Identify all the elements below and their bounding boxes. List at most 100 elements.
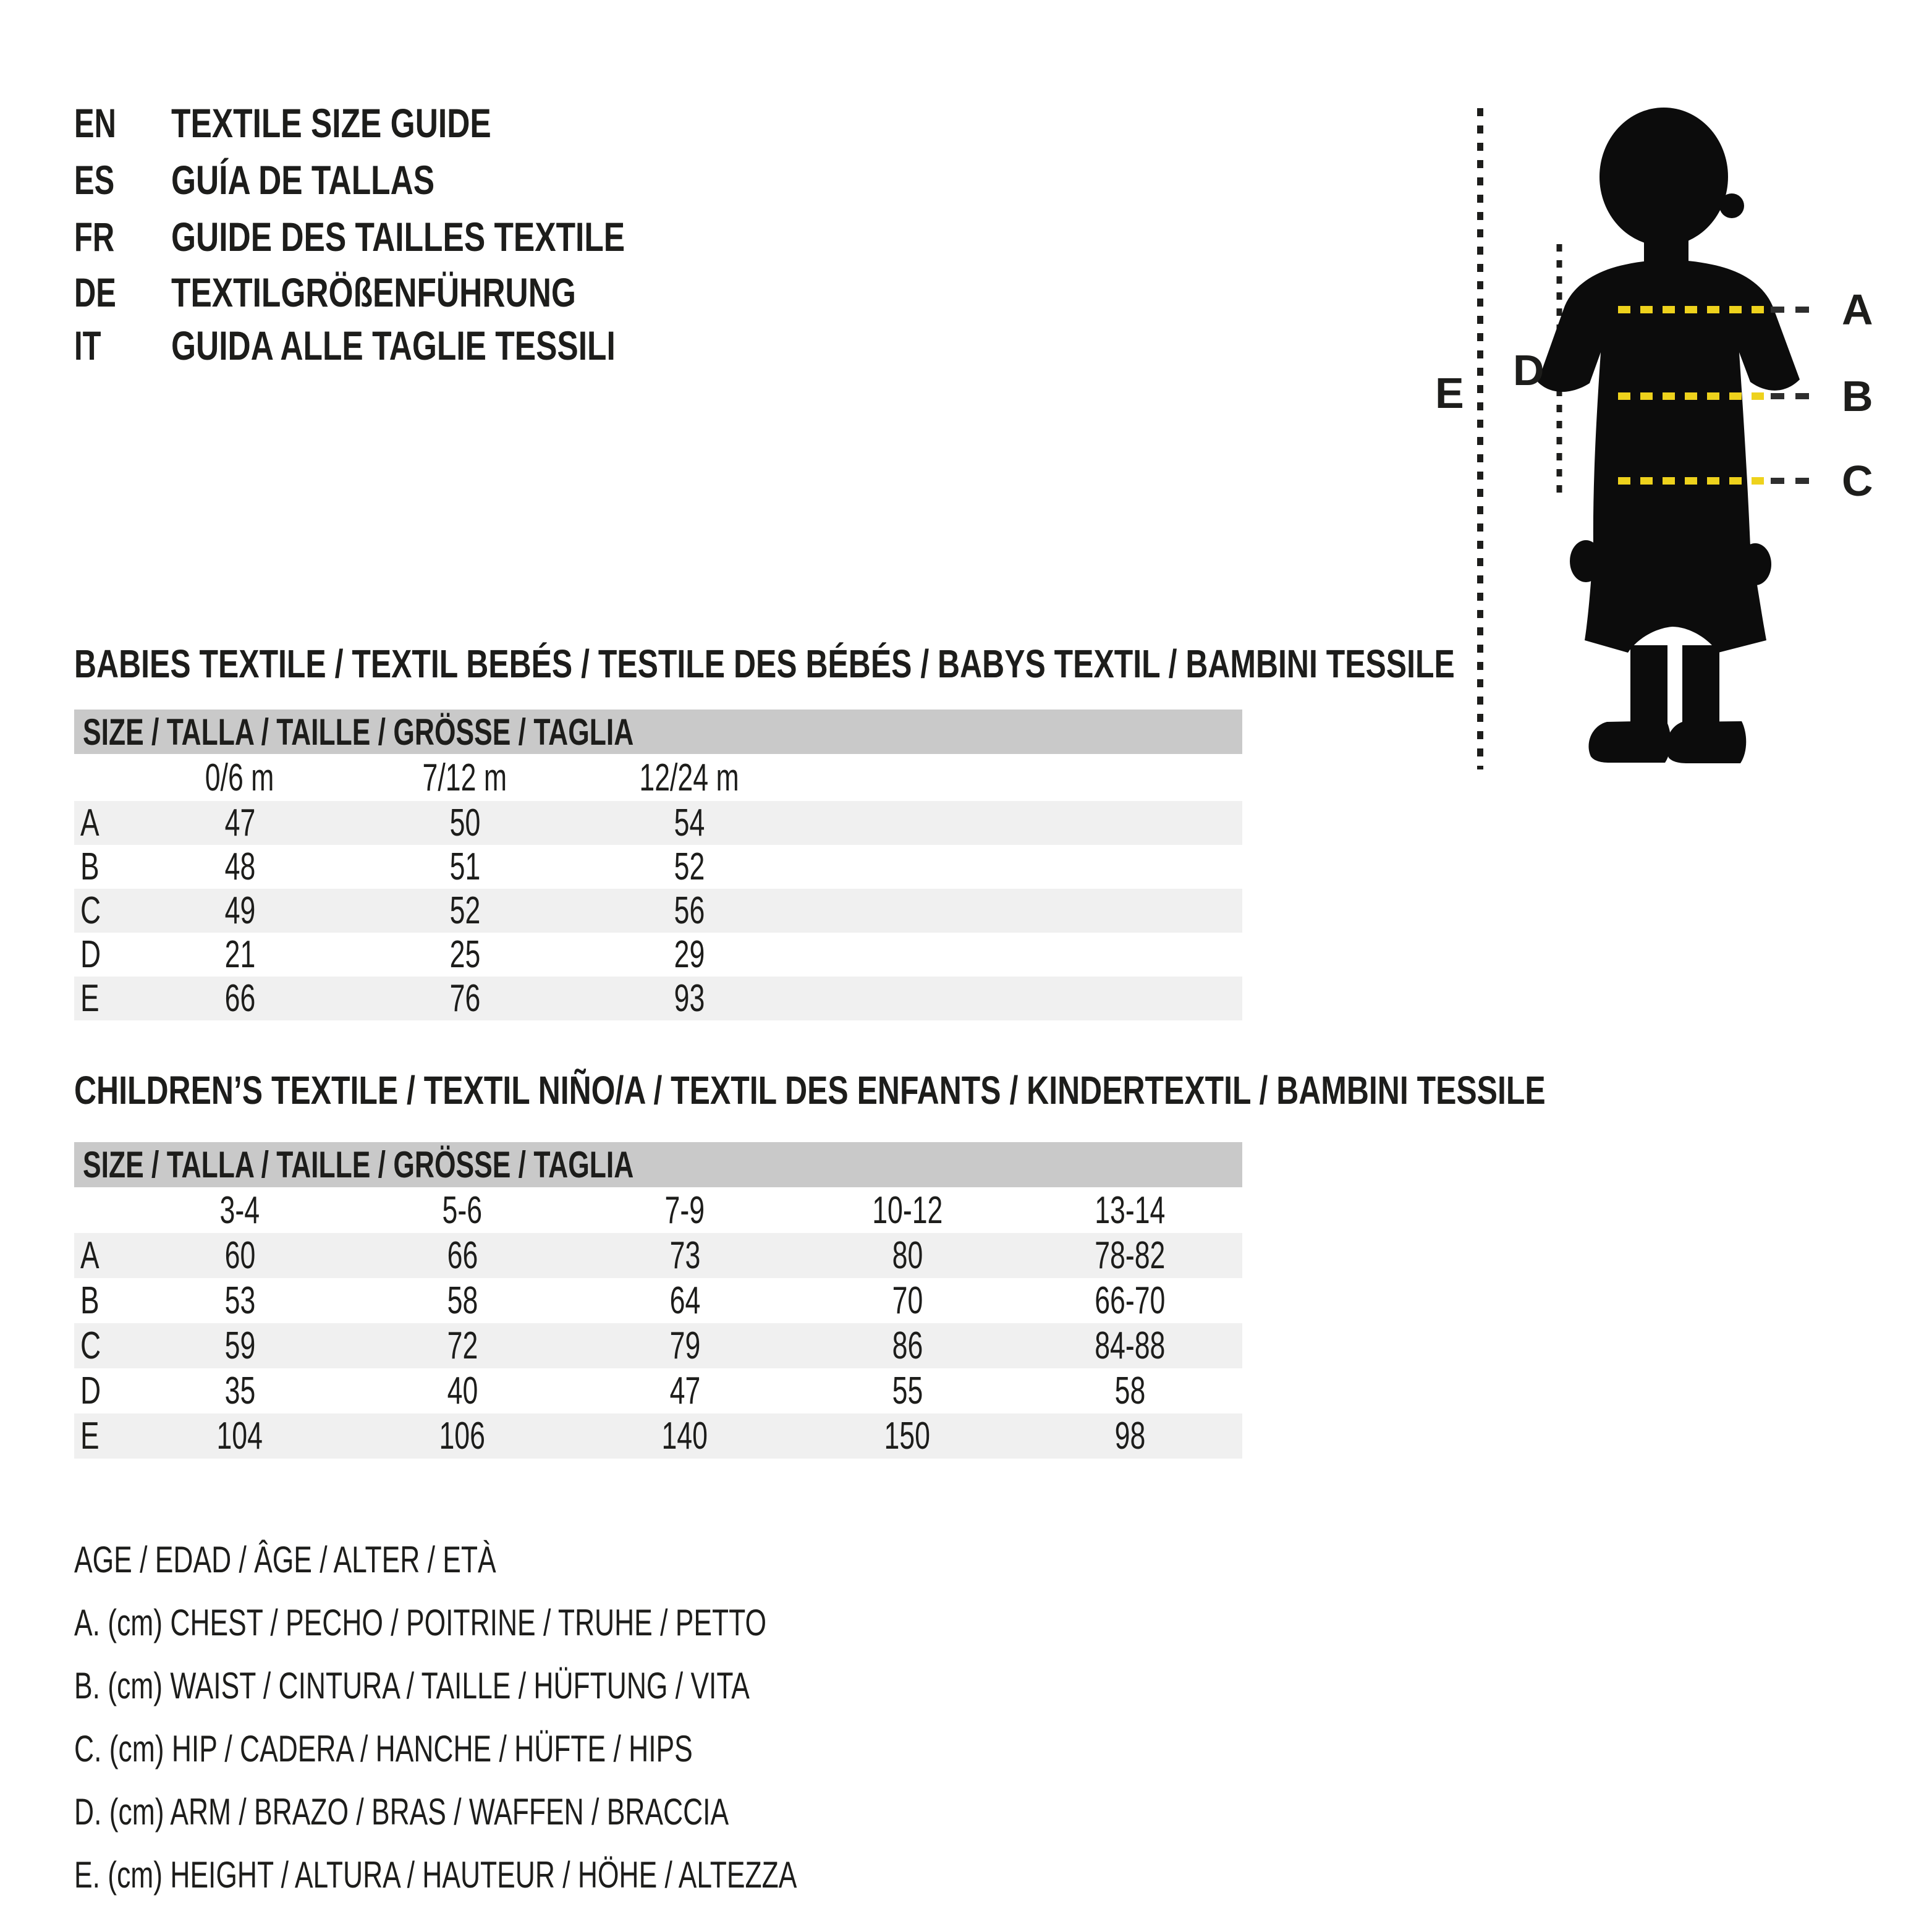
silhouette-left-shoe [1588,721,1671,763]
column-header: 12/24 m [639,756,739,799]
language-code: ES [74,157,115,203]
size-header-label: SIZE / TALLA / TAILLE / GRÖSSE / TAGLIA [83,1144,634,1185]
silhouette-ear [1719,193,1744,218]
language-list: EN TEXTILE SIZE GUIDE ES GUÍA DE TALLAS … [74,95,1001,385]
cell-value: 56 [674,889,705,932]
cell-value: 59 [224,1324,255,1367]
cell-value: 49 [224,889,255,932]
children-size-header-bar: SIZE / TALLA / TAILLE / GRÖSSE / TAGLIA [74,1142,1242,1187]
language-title: GUIDE DES TAILLES TEXTILE [171,214,625,260]
legend-line: C. (cm) HIP / CADERA / HANCHE / HÜFTE / … [74,1727,693,1769]
language-code: FR [74,214,115,260]
measurement-figure: A B C D E [1409,93,1904,788]
measure-label-c: C [1842,457,1873,505]
cell-value: 58 [447,1279,478,1322]
cell-value: 52 [449,889,480,932]
cell-value: 66 [224,977,255,1020]
cell-value: 106 [439,1415,486,1457]
silhouette-right-leg [1682,645,1719,732]
children-column-header-row: 3-4 5-6 7-9 10-12 13-14 [74,1187,1242,1233]
measure-label-a: A [1842,286,1873,334]
cell-value: 76 [449,977,480,1020]
cell-value: 52 [674,845,705,888]
babies-section-heading: BABIES TEXTILE / TEXTIL BEBÉS / TESTILE … [74,642,1455,686]
cell-value: 50 [449,802,480,844]
row-label: C [80,1324,101,1367]
language-code: EN [74,100,116,146]
silhouette-head [1599,108,1728,246]
row-label: E [80,1415,100,1457]
cell-value: 40 [447,1370,478,1412]
cell-value: 93 [674,977,705,1020]
row-label: B [80,1279,100,1322]
cell-value: 140 [661,1415,708,1457]
size-header-label: SIZE / TALLA / TAILLE / GRÖSSE / TAGLIA [83,711,634,753]
table-row: D 21 25 29 [74,933,1242,977]
measure-label-b: B [1842,372,1873,420]
column-header: 13-14 [1094,1188,1166,1232]
silhouette-left-leg [1630,645,1667,732]
language-row: IT GUIDA ALLE TAGLIE TESSILI [74,317,741,374]
legend-line: D. (cm) ARM / BRAZO / BRAS / WAFFEN / BR… [74,1790,729,1832]
measure-label-e: E [1435,369,1464,417]
table-row: E 104 106 140 150 98 [74,1413,1242,1459]
cell-value: 79 [669,1324,700,1367]
cell-value: 64 [669,1279,700,1322]
cell-value: 78-82 [1094,1234,1166,1277]
language-title: TEXTILGRÖßENFÜHRUNG [171,269,576,315]
cell-value: 80 [892,1234,923,1277]
column-header: 5-6 [442,1188,483,1232]
table-row: C 49 52 56 [74,889,1242,933]
language-title: TEXTILE SIZE GUIDE [171,100,491,146]
child-silhouette-icon [1538,108,1800,763]
measurement-figure-svg: A B C D E [1435,108,1873,769]
cell-value: 47 [669,1370,700,1412]
row-label: D [80,933,101,976]
cell-value: 58 [1114,1370,1145,1412]
language-code: IT [74,323,101,368]
cell-value: 98 [1114,1415,1145,1457]
language-row: FR GUIDE DES TAILLES TEXTILE [74,208,753,265]
cell-value: 55 [892,1370,923,1412]
silhouette-right-shoe [1666,721,1747,763]
row-label: B [80,845,100,888]
cell-value: 150 [884,1415,931,1457]
measure-label-d: D [1513,346,1544,394]
cell-value: 51 [449,845,480,888]
row-label: A [80,1234,100,1277]
table-row: D 35 40 47 55 58 [74,1368,1242,1413]
legend-line: E. (cm) HEIGHT / ALTURA / HAUTEUR / HÖHE… [74,1854,797,1896]
cell-value: 73 [669,1234,700,1277]
cell-value: 29 [674,933,705,976]
table-row: A 60 66 73 80 78-82 [74,1233,1242,1278]
cell-value: 70 [892,1279,923,1322]
cell-value: 66-70 [1094,1279,1166,1322]
language-title: GUÍA DE TALLAS [171,157,435,203]
language-title: GUIDA ALLE TAGLIE TESSILI [171,323,616,368]
column-header: 0/6 m [205,756,274,799]
cell-value: 84-88 [1094,1324,1166,1367]
table-row: E 66 76 93 [74,977,1242,1020]
column-header: 7/12 m [422,756,507,799]
cell-value: 21 [224,933,255,976]
silhouette-shirt [1538,260,1800,548]
column-header: 3-4 [219,1188,260,1232]
table-row: B 53 58 64 70 66-70 [74,1278,1242,1323]
language-row: ES GUÍA DE TALLAS [74,151,509,208]
row-label: C [80,889,101,932]
cell-value: 66 [447,1234,478,1277]
cell-value: 72 [447,1324,478,1367]
children-section-heading: CHILDREN’S TEXTILE / TEXTIL NIÑO/A / TEX… [74,1068,1546,1112]
language-row: EN TEXTILE SIZE GUIDE [74,95,582,151]
language-code: DE [74,269,116,315]
cell-value: 54 [674,802,705,844]
cell-value: 53 [224,1279,255,1322]
language-row: DE TEXTILGRÖßENFÜHRUNG [74,264,690,321]
cell-value: 60 [224,1234,255,1277]
babies-table: SIZE / TALLA / TAILLE / GRÖSSE / TAGLIA … [74,710,1242,1020]
column-header: 7-9 [664,1188,705,1232]
cell-value: 35 [224,1370,255,1412]
cell-value: 25 [449,933,480,976]
babies-size-header-bar: SIZE / TALLA / TAILLE / GRÖSSE / TAGLIA [74,710,1242,754]
